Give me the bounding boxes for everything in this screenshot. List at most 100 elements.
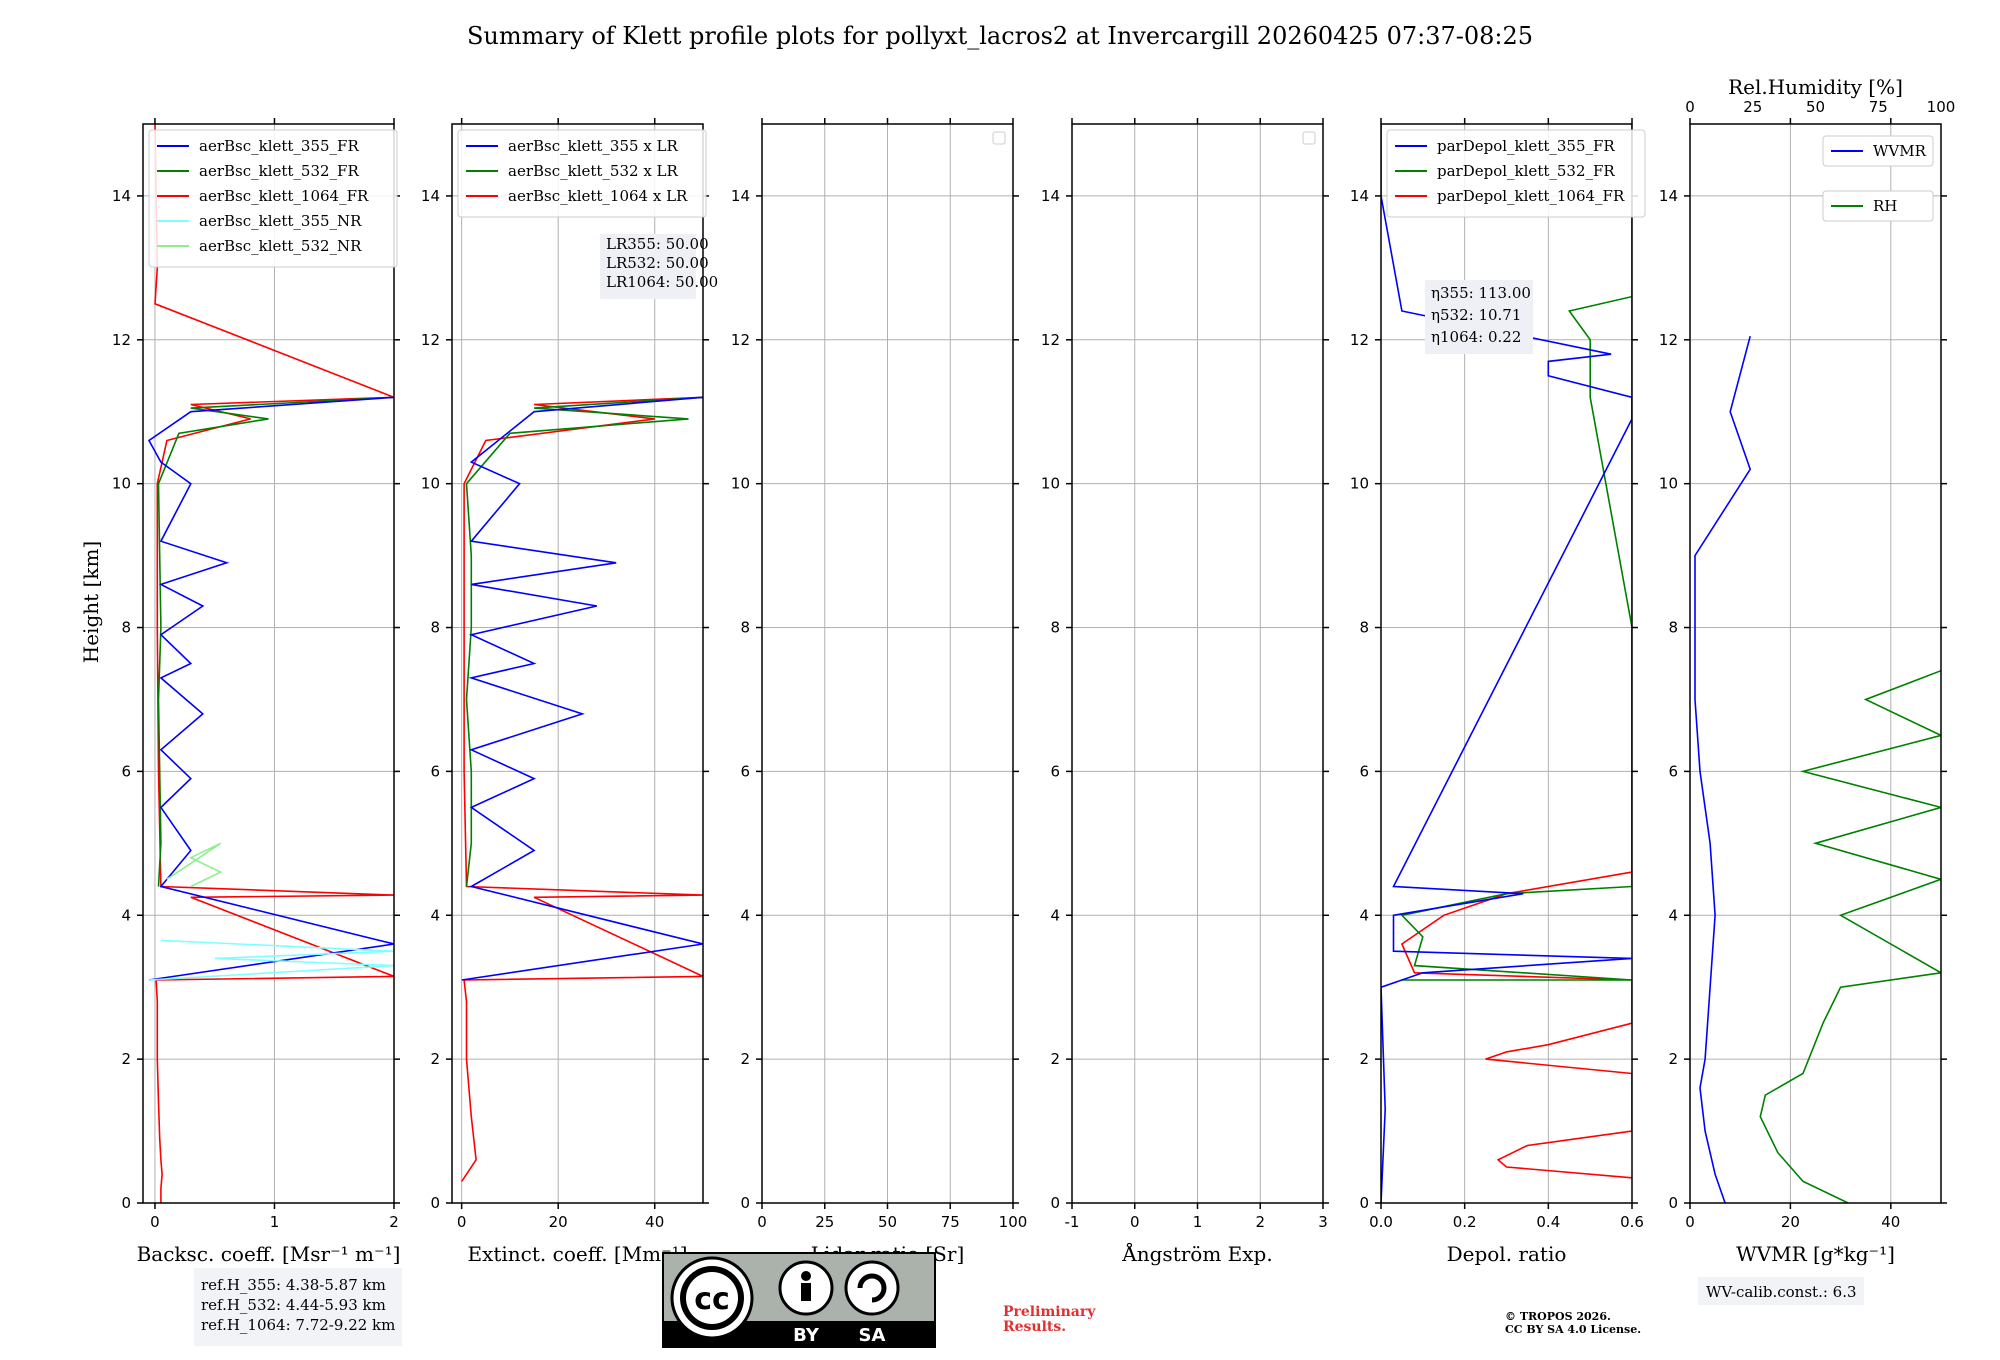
x-axis-label: Ångström Exp. <box>1121 1241 1272 1266</box>
xtick-label: 100 <box>999 1213 1028 1231</box>
ytick-label: 2 <box>740 1050 750 1068</box>
top-tick-label: 0 <box>1685 98 1695 116</box>
xtick-label: 0.2 <box>1453 1213 1477 1231</box>
ytick-label: 8 <box>740 619 750 637</box>
ytick-label: 14 <box>1350 187 1369 205</box>
axes-frame <box>1380 123 1633 1204</box>
preliminary-line2: Results. <box>1003 1319 1066 1335</box>
xtick-label: 40 <box>645 1213 664 1231</box>
wv-calib-box: WV-calib.const.: 6.3 <box>1698 1277 1864 1305</box>
xtick-label: 0 <box>457 1213 467 1231</box>
series-aerBsc_klett_1064 x LR <box>461 396 703 1182</box>
ref-height-1064: ref.H_1064: 7.72-9.22 km <box>201 1316 395 1334</box>
xtick-label: 2 <box>389 1213 399 1231</box>
ytick-label: 8 <box>121 619 131 637</box>
axes-frame <box>1689 123 1942 1204</box>
ytick-label: 12 <box>1659 331 1678 349</box>
axes-frame <box>761 123 1014 1204</box>
series-group <box>461 396 703 1182</box>
top-tick-label: 25 <box>1743 98 1762 116</box>
panel-wv: 0 2 4 6 8 10 12 14 0 20 40 WVMR [g*kg⁻¹] 0 25 50 75 100 R… <box>1659 75 1955 1266</box>
series-aerBsc_klett_355_NR <box>148 939 394 981</box>
badge-sa: SA <box>859 1325 886 1346</box>
series-RH <box>1759 669 1941 1203</box>
legend-entry: parDepol_klett_532_FR <box>1437 162 1615 180</box>
annotation-text: η355: 113.00 <box>1431 284 1531 302</box>
legend-entry: aerBsc_klett_532_FR <box>199 162 359 180</box>
annotation-text: LR355: 50.00 <box>606 235 709 253</box>
ref-height-532: ref.H_532: 4.44-5.93 km <box>201 1296 386 1314</box>
series-aerBsc_klett_532 x LR <box>465 396 703 887</box>
ytick-label: 0 <box>1050 1194 1060 1212</box>
legend-entry: RH <box>1873 197 1897 215</box>
series-WVMR <box>1694 335 1752 1203</box>
ref-heights-box: ref.H_355: 4.38-5.87 km ref.H_532: 4.44-… <box>194 1268 402 1346</box>
panel-lr: 024681012140255075100Lidar ratio [Sr] <box>731 118 1027 1266</box>
top-tick-label: 75 <box>1869 98 1888 116</box>
ytick-label: 10 <box>421 475 440 493</box>
legend-entry: parDepol_klett_355_FR <box>1437 137 1615 155</box>
ytick-label: 8 <box>430 619 440 637</box>
ytick-label: 0 <box>740 1194 750 1212</box>
ytick-label: 12 <box>112 331 131 349</box>
ytick-label: 6 <box>1050 762 1060 780</box>
x-axis-label: Backsc. coeff. [Msr⁻¹ m⁻¹] <box>137 1242 401 1266</box>
ytick-label: 4 <box>1359 906 1369 924</box>
ytick-label: 4 <box>1050 906 1060 924</box>
ytick-label: 4 <box>740 906 750 924</box>
legend-entry: aerBsc_klett_355_NR <box>199 212 362 230</box>
ytick-label: 6 <box>1668 762 1678 780</box>
ytick-label: 14 <box>421 187 440 205</box>
annotation-box <box>600 234 696 299</box>
ytick-label: 2 <box>1668 1050 1678 1068</box>
xtick-label: 0 <box>150 1213 160 1231</box>
annotation-box <box>1425 280 1533 354</box>
ytick-label: 10 <box>112 475 131 493</box>
series-parDepol_klett_532_FR <box>1400 295 1632 981</box>
series-aerBsc_klett_532_FR <box>157 396 394 887</box>
ytick-label: 12 <box>1041 331 1060 349</box>
legend-entry: aerBsc_klett_1064_FR <box>199 187 369 205</box>
ytick-label: 12 <box>421 331 440 349</box>
legend-box <box>1822 190 1934 222</box>
series-group <box>147 124 394 1203</box>
annotation-text: η532: 10.71 <box>1431 306 1521 324</box>
xtick-label: 0 <box>757 1213 767 1231</box>
axes-frame <box>142 123 395 1204</box>
xtick-label: 1 <box>270 1213 280 1231</box>
ytick-label: 14 <box>1659 187 1678 205</box>
xtick-label: 3 <box>1318 1213 1328 1231</box>
ytick-label: 10 <box>1041 475 1060 493</box>
xtick-label: -1 <box>1065 1213 1080 1231</box>
ytick-label: 10 <box>1350 475 1369 493</box>
share-alike-icon <box>844 1260 900 1316</box>
ytick-label: 8 <box>1668 619 1678 637</box>
ref-height-355: ref.H_355: 4.38-5.87 km <box>201 1276 386 1294</box>
xtick-label: 20 <box>549 1213 568 1231</box>
ytick-label: 0 <box>121 1194 131 1212</box>
series-aerBsc_klett_532_NR <box>166 842 223 888</box>
ytick-label: 10 <box>731 475 750 493</box>
badge-by: BY <box>793 1325 820 1346</box>
wv-calib-text: WV-calib.const.: 6.3 <box>1706 1283 1857 1301</box>
top-axis-label: Rel.Humidity [%] <box>1728 75 1903 99</box>
copyright-line1: © TROPOS 2026. <box>1505 1310 1611 1323</box>
legend-box <box>148 129 398 268</box>
xtick-label: 0.0 <box>1369 1213 1393 1231</box>
top-tick-label: 50 <box>1806 98 1825 116</box>
xtick-label: 0.4 <box>1536 1213 1560 1231</box>
ytick-label: 8 <box>1359 619 1369 637</box>
ytick-label: 12 <box>1350 331 1369 349</box>
xtick-label: 0 <box>1685 1213 1695 1231</box>
series-parDepol_klett_1064_FR <box>1400 124 1632 1179</box>
ytick-label: 4 <box>121 906 131 924</box>
xtick-label: 40 <box>1881 1213 1900 1231</box>
legend-entry: parDepol_klett_1064_FR <box>1437 187 1625 205</box>
legend-entry: WVMR <box>1873 142 1927 160</box>
series-aerBsc_klett_1064_FR <box>154 124 394 1203</box>
svg-text:cc: cc <box>694 1282 730 1317</box>
